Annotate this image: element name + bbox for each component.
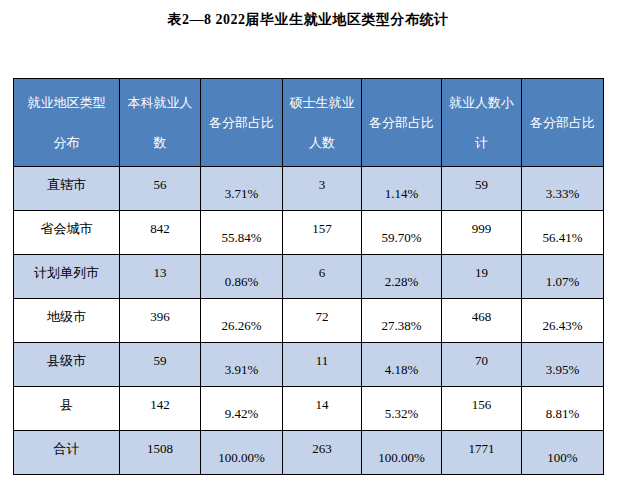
cell-undergrad-pct: 9.42% [201,387,283,431]
table-row: 县级市 59 3.91% 11 4.18% 70 3.95% [14,343,604,387]
header-line: 各分部占比 [530,113,595,133]
table-row: 直辖市 56 3.71% 3 1.14% 59 3.33% [14,167,604,211]
cell-total-count: 999 [442,211,522,255]
col-header-undergrad-count: 本科就业人 数 [120,79,201,167]
cell-undergrad-count: 59 [120,343,201,387]
cell-total-pct: 8.81% [522,387,604,431]
cell-master-pct: 100.00% [362,431,442,475]
cell-master-pct: 1.14% [362,167,442,211]
cell-category: 直辖市 [14,167,120,211]
cell-undergrad-count: 142 [120,387,201,431]
col-header-undergrad-pct: 各分部占比 [201,79,283,167]
cell-total-count: 59 [442,167,522,211]
cell-undergrad-count: 842 [120,211,201,255]
cell-total-pct: 3.95% [522,343,604,387]
cell-undergrad-count: 56 [120,167,201,211]
header-line: 计 [475,133,488,153]
cell-master-pct: 27.38% [362,299,442,343]
cell-undergrad-pct: 3.91% [201,343,283,387]
header-line: 分布 [54,133,80,153]
table-title: 表2—8 2022届毕业生就业地区类型分布统计 [13,11,603,29]
col-header-master-count: 硕士生就业 人数 [283,79,362,167]
header-row: 就业地区类型 分布 本科就业人 数 各分部占比 [14,79,604,167]
table-row: 地级市 396 26.26% 72 27.38% 468 26.43% [14,299,604,343]
cell-undergrad-count: 1508 [120,431,201,475]
cell-master-count: 14 [283,387,362,431]
cell-master-count: 72 [283,299,362,343]
cell-total-count: 1771 [442,431,522,475]
cell-undergrad-pct: 100.00% [201,431,283,475]
cell-undergrad-pct: 26.26% [201,299,283,343]
cell-total-count: 19 [442,255,522,299]
cell-master-count: 263 [283,431,362,475]
col-header-region-type: 就业地区类型 分布 [14,79,120,167]
cell-master-pct: 2.28% [362,255,442,299]
table-row: 县 142 9.42% 14 5.32% 156 8.81% [14,387,604,431]
col-header-total-count: 就业人数小 计 [442,79,522,167]
cell-undergrad-count: 13 [120,255,201,299]
cell-master-count: 11 [283,343,362,387]
table-row: 省会城市 842 55.84% 157 59.70% 999 56.41% [14,211,604,255]
cell-master-count: 3 [283,167,362,211]
header-line: 各分部占比 [209,113,274,133]
cell-master-count: 157 [283,211,362,255]
table-row-total: 合计 1508 100.00% 263 100.00% 1771 100% [14,431,604,475]
cell-master-pct: 5.32% [362,387,442,431]
cell-category: 省会城市 [14,211,120,255]
cell-total-pct: 100% [522,431,604,475]
cell-master-pct: 59.70% [362,211,442,255]
header-line: 就业人数小 [449,93,514,113]
cell-undergrad-count: 396 [120,299,201,343]
cell-total-pct: 56.41% [522,211,604,255]
cell-total-count: 156 [442,387,522,431]
header-line: 各分部占比 [369,113,434,133]
header-line: 人数 [309,133,335,153]
col-header-master-pct: 各分部占比 [362,79,442,167]
cell-total-count: 468 [442,299,522,343]
header-line: 就业地区类型 [28,93,106,113]
table-row: 计划单列市 13 0.86% 6 2.28% 19 1.07% [14,255,604,299]
cell-undergrad-pct: 0.86% [201,255,283,299]
cell-master-count: 6 [283,255,362,299]
cell-total-count: 70 [442,343,522,387]
cell-undergrad-pct: 3.71% [201,167,283,211]
header-line: 数 [154,133,167,153]
cell-total-pct: 26.43% [522,299,604,343]
cell-category: 地级市 [14,299,120,343]
report-page: 表2—8 2022届毕业生就业地区类型分布统计 就业地区类型 分布 [0,0,632,498]
cell-master-pct: 4.18% [362,343,442,387]
cell-category: 县级市 [14,343,120,387]
header-line: 硕士生就业 [290,93,355,113]
cell-category: 计划单列市 [14,255,120,299]
header-line: 本科就业人 [128,93,193,113]
cell-total-pct: 1.07% [522,255,604,299]
cell-category: 合计 [14,431,120,475]
col-header-total-pct: 各分部占比 [522,79,604,167]
employment-region-distribution-table: 就业地区类型 分布 本科就业人 数 各分部占比 [13,78,604,475]
cell-total-pct: 3.33% [522,167,604,211]
cell-undergrad-pct: 55.84% [201,211,283,255]
cell-category: 县 [14,387,120,431]
